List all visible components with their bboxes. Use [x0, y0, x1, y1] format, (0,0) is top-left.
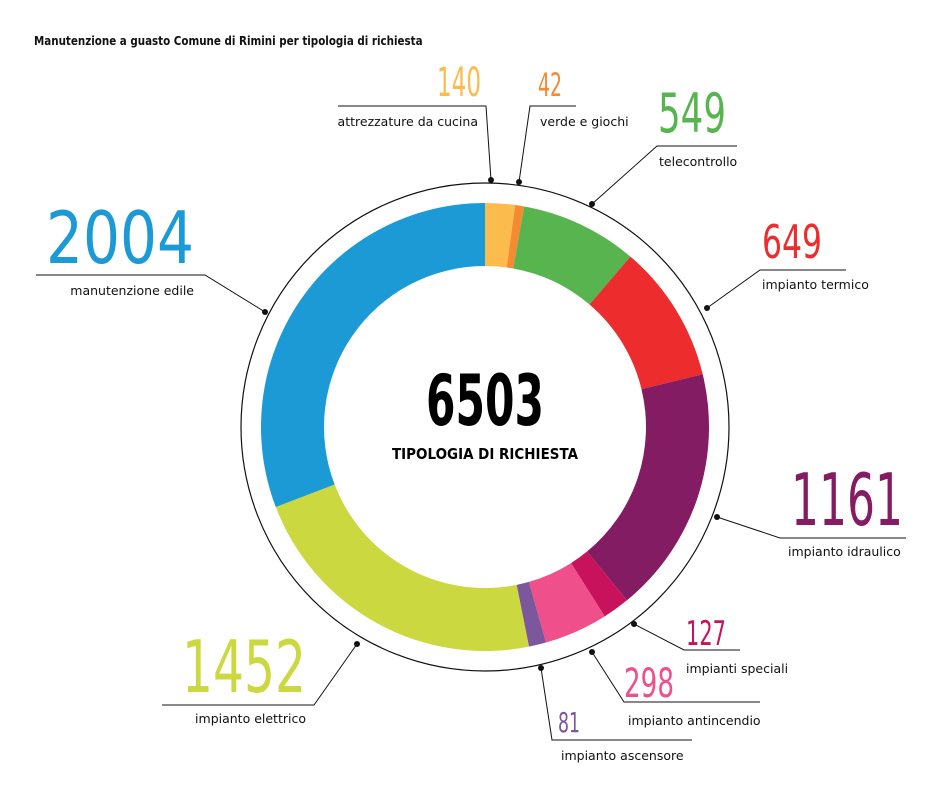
value-telecontrollo: 549: [658, 82, 726, 145]
value-attrezzature-da-cucina: 140: [437, 60, 481, 106]
leader-dot-manutenzione-edile: [262, 309, 268, 315]
slice-impianto-elettrico: [275, 484, 529, 652]
label-impianti-speciali: impianti speciali: [686, 661, 788, 676]
center-total-label: TIPOLOGIA DI RICHIESTA: [392, 445, 578, 463]
label-impianto-ascensore: impianto ascensore: [561, 748, 684, 763]
label-verde-e-giochi: verde e giochi: [540, 114, 629, 129]
leader-impianto-termico: [706, 269, 846, 309]
slice-verde-e-giochi: [506, 205, 525, 269]
callout-leaders: [36, 105, 906, 741]
leader-dot-impianto-elettrico: [354, 641, 360, 647]
slice-impianto-termico: [589, 256, 703, 390]
value-impianto-antincendio: 298: [624, 661, 674, 707]
value-verde-e-giochi: 42: [538, 66, 562, 104]
leader-telecontrollo: [591, 145, 737, 205]
donut-slices: [260, 203, 710, 652]
label-impianto-antincendio: impianto antincendio: [628, 713, 761, 728]
chart-title: Manutenzione a guasto Comune di Rimini p…: [34, 34, 423, 48]
label-attrezzature-da-cucina: attrezzature da cucina: [338, 114, 478, 129]
leader-dot-impianto-termico: [704, 305, 710, 311]
slice-impianto-ascensore: [516, 581, 547, 647]
center-total: 6503: [426, 360, 544, 442]
leader-manutenzione-edile: [36, 274, 266, 313]
leader-dot-impianto-antincendio: [589, 649, 595, 655]
leader-dot-impianti-speciali: [631, 621, 637, 627]
leader-dot-attrezzature-da-cucina: [488, 177, 494, 183]
label-impianto-elettrico: impianto elettrico: [195, 711, 306, 726]
value-impianto-termico: 649: [762, 215, 822, 269]
slice-telecontrollo: [513, 206, 631, 305]
value-impianto-elettrico: 1452: [182, 625, 306, 709]
leader-verde-e-giochi: [518, 105, 576, 183]
leader-attrezzature-da-cucina: [338, 105, 492, 181]
value-manutenzione-edile: 2004: [46, 196, 194, 280]
leader-impianto-antincendio: [591, 651, 760, 703]
slice-impianto-antincendio: [528, 563, 605, 643]
slice-manutenzione-edile: [260, 203, 485, 508]
leader-dot-impianto-ascensore: [538, 665, 544, 671]
leader-dot-telecontrollo: [589, 201, 595, 207]
callouts: 140 attrezzature da cucina 42 verde e gioch…: [46, 60, 903, 763]
value-impianti-speciali: 127: [686, 614, 726, 654]
value-impianto-ascensore: 81: [558, 706, 580, 739]
label-impianto-termico: impianto termico: [762, 277, 869, 292]
leader-dot-impianto-idraulico: [714, 514, 720, 520]
label-telecontrollo: telecontrollo: [659, 154, 737, 169]
leader-impianti-speciali: [633, 623, 740, 651]
slice-impianti-speciali: [571, 551, 627, 617]
leader-impianto-ascensore: [540, 667, 692, 741]
label-manutenzione-edile: manutenzione edile: [70, 283, 194, 298]
slice-impianto-idraulico: [587, 374, 710, 601]
leader-dot-verde-e-giochi: [516, 179, 522, 185]
leader-impianto-idraulico: [716, 516, 906, 539]
outer-ring: [240, 182, 730, 672]
value-impianto-idraulico: 1161: [791, 458, 903, 542]
label-impianto-idraulico: impianto idraulico: [788, 544, 901, 559]
leader-impianto-elettrico: [162, 643, 358, 706]
slice-attrezzature-da-cucina: [485, 203, 516, 268]
